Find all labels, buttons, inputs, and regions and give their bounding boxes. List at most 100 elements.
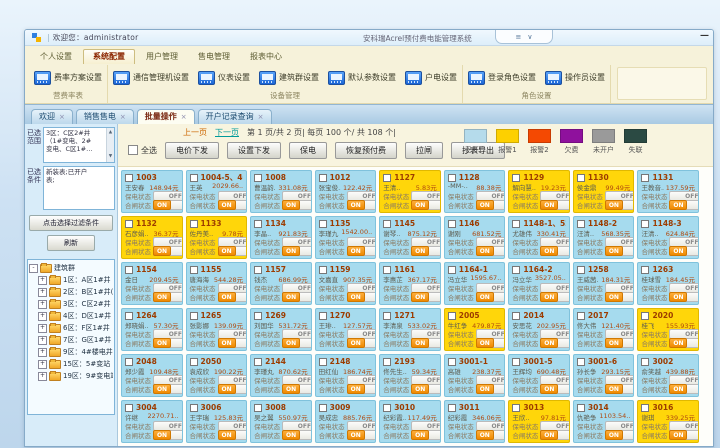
minimize-button[interactable]: —: [700, 31, 709, 41]
switch-status-toggle[interactable]: ON: [411, 338, 440, 349]
switch-status-toggle[interactable]: ON: [217, 430, 247, 441]
room-checkbox[interactable]: [447, 219, 456, 228]
room-card[interactable]: 2148 田红仙 186.74元 保电状态 OFF 合闸状态 ON: [314, 354, 377, 397]
switch-status-toggle[interactable]: ON: [217, 200, 247, 211]
switch-status-toggle[interactable]: ON: [604, 430, 634, 441]
chevron-down-icon[interactable]: ∨: [527, 32, 533, 41]
room-card[interactable]: 2050 袁成欣 190.22元 保电状态 OFF 合闸状态 ON: [185, 354, 248, 397]
switch-status-toggle[interactable]: ON: [540, 384, 569, 395]
switch-status-toggle[interactable]: ON: [153, 246, 182, 257]
room-checkbox[interactable]: [189, 311, 198, 320]
ribbon-button[interactable]: 登录角色设置: [468, 70, 536, 85]
switch-status-toggle[interactable]: ON: [604, 200, 634, 211]
switch-status-toggle[interactable]: ON: [153, 384, 182, 395]
switch-status-toggle[interactable]: ON: [153, 430, 182, 441]
room-card[interactable]: 1155 唐海海 544.28元 保电状态 OFF 合闸状态 ON: [185, 262, 248, 305]
room-checkbox[interactable]: [318, 173, 327, 182]
tree-root-node[interactable]: - 建筑群: [29, 262, 113, 274]
tree-node[interactable]: +1区：A区1#井: [29, 274, 113, 286]
switch-status-toggle[interactable]: ON: [282, 430, 311, 441]
switch-status-toggle[interactable]: ON: [475, 292, 505, 303]
switch-status-toggle[interactable]: ON: [217, 292, 247, 303]
room-checkbox[interactable]: [512, 403, 521, 412]
scroll-up-icon[interactable]: ▲: [108, 130, 113, 135]
room-card[interactable]: 3001-1 高雄 238.37元 保电状态 OFF 合闸状态 ON: [443, 354, 506, 397]
room-card[interactable]: 3013 王欣.. 97.81元 保电状态 OFF 合闸状态 ON: [508, 400, 570, 443]
switch-status-toggle[interactable]: ON: [540, 200, 569, 211]
switch-status-toggle[interactable]: ON: [475, 246, 505, 257]
collapse-node-icon[interactable]: -: [29, 263, 38, 273]
switch-status-toggle[interactable]: ON: [604, 384, 634, 395]
selected-condition-box[interactable]: 新装表;已开户 表;: [43, 166, 115, 210]
room-card[interactable]: 1157 钱杰 686.99元 保电状态 OFF 合闸状态 ON: [250, 262, 312, 305]
expand-node-icon[interactable]: +: [38, 275, 47, 285]
switch-status-toggle[interactable]: ON: [346, 200, 376, 211]
switch-status-toggle[interactable]: ON: [346, 292, 376, 303]
room-checkbox[interactable]: [576, 219, 585, 228]
expand-node-icon[interactable]: +: [38, 323, 47, 333]
ribbon-button[interactable]: 费率方案设置: [34, 70, 102, 85]
switch-status-toggle[interactable]: ON: [540, 292, 569, 303]
document-tab[interactable]: 开户记录查询 ×: [197, 109, 272, 124]
switch-status-toggle[interactable]: ON: [604, 246, 634, 257]
room-card[interactable]: 1132 石彦娟.. 36.37元 保电状态 OFF 合闸状态 ON: [121, 216, 183, 259]
tree-node[interactable]: +2区：B区1#井(B区1#…: [29, 286, 113, 298]
room-checkbox[interactable]: [576, 173, 585, 182]
scroll-down-icon[interactable]: ▼: [108, 154, 113, 159]
room-card[interactable]: 1134 李晶.. 921.83元 保电状态 OFF 合闸状态 ON: [250, 216, 312, 259]
room-card[interactable]: 1127 王清.. 5.83元 保电状态 OFF 合闸状态 ON: [379, 170, 441, 213]
switch-status-toggle[interactable]: ON: [346, 384, 376, 395]
room-checkbox[interactable]: [125, 357, 133, 366]
tree-node[interactable]: +9区：4#楼电井（4#楼…: [29, 346, 113, 358]
switch-status-toggle[interactable]: ON: [282, 246, 311, 257]
switch-status-toggle[interactable]: ON: [153, 292, 182, 303]
room-checkbox[interactable]: [189, 173, 198, 182]
room-card[interactable]: 3016 谢琪 339.25元 保电状态 OFF 合闸状态 ON: [637, 400, 699, 443]
switch-status-toggle[interactable]: ON: [217, 384, 247, 395]
ribbon-collapse-icon[interactable]: ≡: [515, 32, 522, 41]
menu-tab[interactable]: 系统配置: [83, 49, 135, 64]
room-card[interactable]: 1154 金日 209.45元 保电状态 OFF 合闸状态 ON: [121, 262, 183, 305]
room-checkbox[interactable]: [512, 357, 521, 366]
room-checkbox[interactable]: [125, 173, 133, 182]
expand-node-icon[interactable]: +: [38, 347, 47, 357]
room-checkbox[interactable]: [383, 219, 392, 228]
room-card[interactable]: 1128 -MM-.. 88.38元 保电状态 OFF 合闸状态 ON: [443, 170, 506, 213]
room-checkbox[interactable]: [576, 265, 585, 274]
prev-page-link[interactable]: 上一页: [183, 128, 207, 137]
ribbon-button[interactable]: 通信管理机设置: [113, 70, 189, 85]
room-card[interactable]: 1130 侯金鼎 99.49元 保电状态 OFF 合闸状态 ON: [572, 170, 635, 213]
room-card[interactable]: 1263 桂球雪 184.45元 保电状态 OFF 合闸状态 ON: [637, 262, 699, 305]
room-card[interactable]: 1129 解向慧.. 19.23元 保电状态 OFF 合闸状态 ON: [508, 170, 570, 213]
room-checkbox[interactable]: [641, 265, 650, 274]
room-checkbox[interactable]: [318, 311, 327, 320]
switch-status-toggle[interactable]: ON: [153, 338, 182, 349]
expand-node-icon[interactable]: +: [38, 299, 47, 309]
switch-status-toggle[interactable]: ON: [346, 246, 376, 257]
tree-node[interactable]: +6区：F区1#井（F区1#…: [29, 322, 113, 334]
room-checkbox[interactable]: [254, 311, 263, 320]
switch-status-toggle[interactable]: ON: [411, 200, 440, 211]
room-card[interactable]: 1133 佐丹美.. 9.78元 保电状态 OFF 合闸状态 ON: [185, 216, 248, 259]
room-checkbox[interactable]: [641, 311, 650, 320]
action-button[interactable]: 保电: [289, 141, 327, 159]
menu-tab[interactable]: 个人设置: [40, 52, 72, 61]
action-button[interactable]: 电价下发: [165, 141, 219, 159]
room-checkbox[interactable]: [512, 311, 521, 320]
switch-status-toggle[interactable]: ON: [282, 200, 311, 211]
room-card[interactable]: 1145 谢琴.. 875.12元 保电状态 OFF 合闸状态 ON: [379, 216, 441, 259]
ribbon-button[interactable]: 户电设置: [405, 70, 457, 85]
room-card[interactable]: 1146 谢刚 681.52元 保电状态 OFF 合闸状态 ON: [443, 216, 506, 259]
action-button[interactable]: 设置下发: [227, 141, 281, 159]
refresh-button[interactable]: 刷新: [47, 235, 95, 251]
room-card[interactable]: 2005 牛红争 479.87元 保电状态 OFF 合闸状态 ON: [443, 308, 506, 351]
switch-status-toggle[interactable]: ON: [669, 430, 699, 441]
switch-status-toggle[interactable]: ON: [475, 384, 505, 395]
menu-tab[interactable]: 报表中心: [250, 52, 282, 61]
room-checkbox[interactable]: [125, 311, 133, 320]
room-card[interactable]: 2048 郑少霞 109.48元 保电状态 OFF 合闸状态 ON: [121, 354, 183, 397]
next-page-link[interactable]: 下一页: [215, 128, 239, 137]
